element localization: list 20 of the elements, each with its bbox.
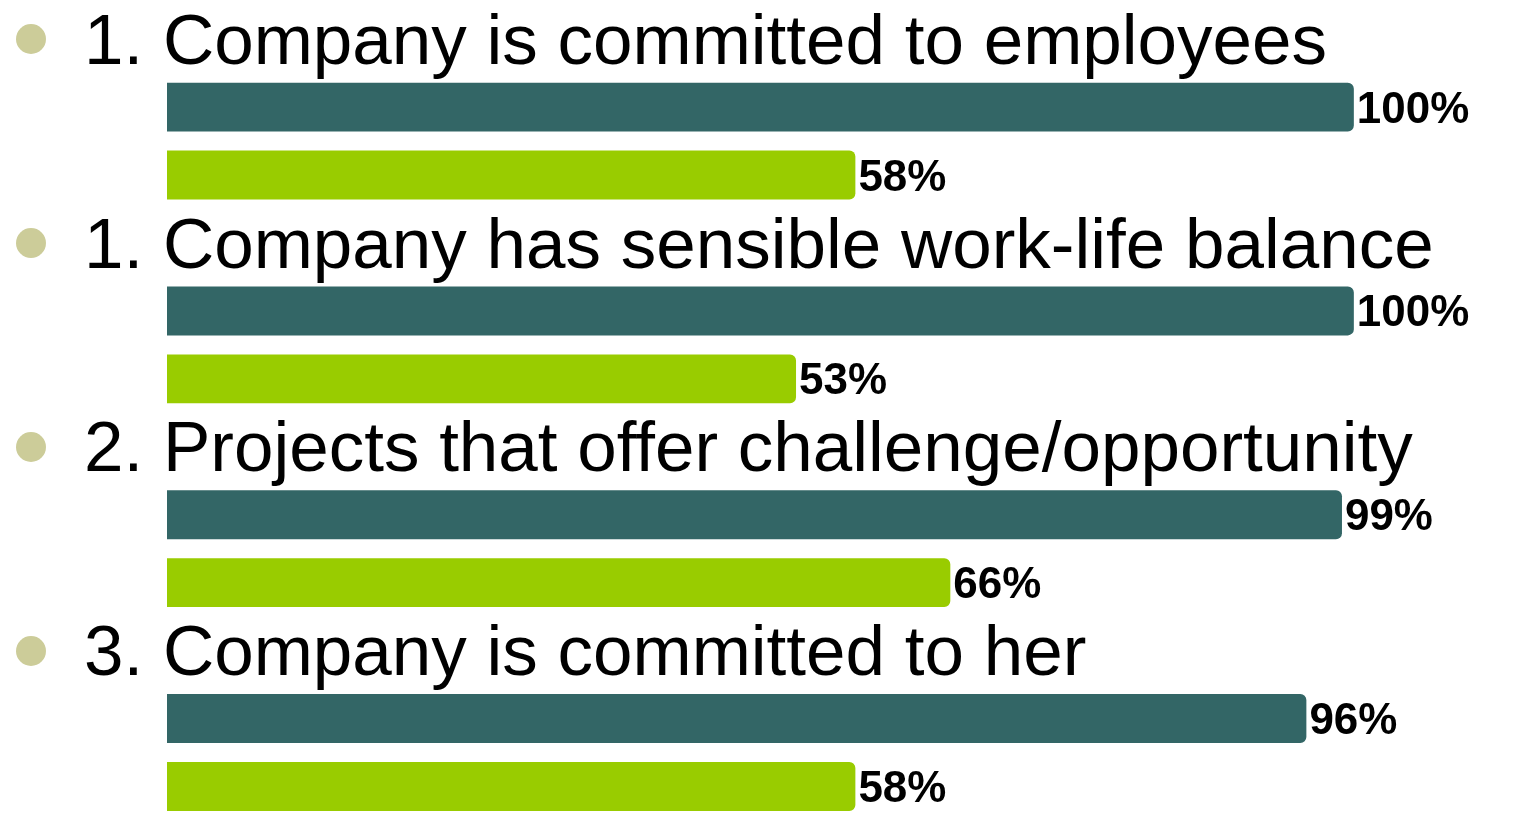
data-label: 58% [858, 150, 947, 200]
bar [167, 761, 856, 811]
data-label: 100% [1356, 82, 1470, 132]
y-tick-label: 3. Company is committed to her [84, 611, 1087, 690]
data-label: 100% [1356, 286, 1470, 336]
y-tick-label: 2. Projects that offer challenge/opportunity [84, 407, 1414, 486]
data-label: 96% [1309, 693, 1398, 743]
bar [167, 82, 1354, 132]
y-tick-label: 1. Company has sensible work-life balance [84, 204, 1434, 283]
data-label: 99% [1344, 490, 1433, 540]
bar [167, 558, 951, 608]
data-label: 66% [953, 558, 1042, 608]
data-label: 58% [858, 761, 947, 811]
bar [167, 150, 856, 200]
y-tick-label: 1. Company is committed to employees [84, 0, 1328, 79]
bar [167, 354, 797, 404]
bar [167, 286, 1354, 336]
data-label: 53% [799, 354, 887, 404]
bar [167, 490, 1342, 540]
bar [167, 694, 1307, 743]
